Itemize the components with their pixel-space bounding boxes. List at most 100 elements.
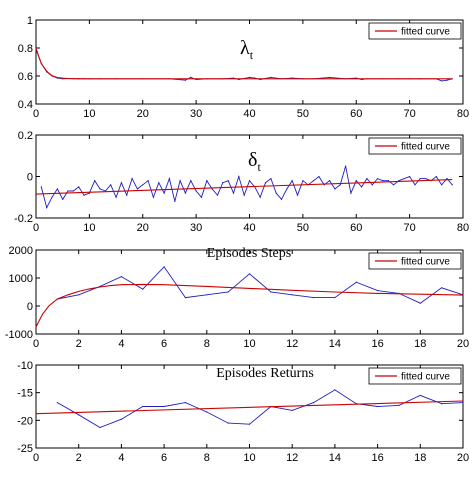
y-tick-label: 0.2 <box>18 130 33 142</box>
data-point <box>136 188 139 190</box>
data-point <box>446 79 448 81</box>
data-point <box>238 175 240 178</box>
data-point <box>312 402 315 404</box>
data-point <box>312 297 315 299</box>
legend-label: fitted curve <box>401 257 450 268</box>
data-point <box>126 194 128 196</box>
data-point <box>435 175 437 178</box>
data-point <box>291 409 293 411</box>
x-tick-label: 10 <box>243 452 255 464</box>
data-point <box>142 184 144 186</box>
y-tick-label: 2000 <box>9 245 33 257</box>
y-tick-label: 0.8 <box>18 43 33 55</box>
data-series-line <box>57 389 464 428</box>
data-point <box>67 190 69 192</box>
legend: fitted curve <box>368 137 462 155</box>
x-tick-label: 14 <box>329 452 341 464</box>
plot-title: λt <box>240 37 254 62</box>
x-tick-label: 18 <box>414 338 426 350</box>
data-point <box>377 177 379 180</box>
data-point <box>147 180 149 182</box>
fitted-curve-line <box>35 47 453 80</box>
plot-title-subscript: t <box>250 48 254 62</box>
y-tick-label: 0.4 <box>18 99 33 111</box>
data-point <box>131 177 133 180</box>
y-tick-label: -0.2 <box>14 213 33 225</box>
fitted-curve-line <box>35 179 453 195</box>
data-point <box>190 180 192 182</box>
legend-box <box>368 22 462 40</box>
x-tick-label: 6 <box>161 338 167 350</box>
data-point <box>446 177 448 180</box>
data-point <box>441 184 443 186</box>
data-point <box>328 76 331 78</box>
data-point <box>334 188 336 190</box>
x-tick-label: 10 <box>83 222 95 234</box>
x-tick-label: 50 <box>297 108 309 120</box>
data-point <box>328 180 331 182</box>
data-point <box>355 281 357 283</box>
data-point <box>409 175 411 178</box>
x-tick-label: 30 <box>190 108 202 120</box>
x-tick-label: 50 <box>297 222 309 234</box>
legend: fitted curve <box>368 252 462 270</box>
x-tick-label: 6 <box>161 452 167 464</box>
data-point <box>174 200 176 202</box>
x-tick-label: 12 <box>286 452 298 464</box>
subplot-4: 0 2 4 6 8 10 12 14 16 18 20 -25 -20 -15 -10 Episodes Re… <box>17 360 469 464</box>
x-tick-label: 70 <box>404 222 416 234</box>
x-tick-label: 8 <box>204 452 210 464</box>
x-tick-label: 0 <box>33 452 39 464</box>
data-point <box>248 76 251 78</box>
data-point <box>419 177 421 180</box>
data-point <box>270 291 272 293</box>
y-tick-label: 1 <box>27 15 33 27</box>
x-tick-label: 20 <box>137 108 149 120</box>
data-point <box>462 402 464 404</box>
data-point <box>227 422 229 424</box>
fitted-curve-line <box>35 400 464 415</box>
data-point <box>72 190 74 192</box>
data-point <box>280 198 283 200</box>
y-tick-label: -20 <box>17 415 33 427</box>
data-point <box>243 194 245 196</box>
x-tick-label: 40 <box>243 108 255 120</box>
data-point <box>286 188 288 190</box>
data-point <box>248 180 251 182</box>
data-point <box>377 405 379 408</box>
x-tick-label: 20 <box>457 452 469 464</box>
data-point <box>142 405 144 408</box>
data-point <box>142 288 144 290</box>
data-point <box>344 165 347 167</box>
data-point <box>312 180 315 182</box>
data-point <box>206 180 208 182</box>
data-point <box>339 184 341 186</box>
data-point <box>382 180 384 182</box>
plot-title: δt <box>248 149 261 174</box>
data-point <box>398 404 400 406</box>
y-tick-label: 0 <box>27 172 33 184</box>
data-point <box>419 394 421 397</box>
data-point <box>120 276 122 278</box>
data-point <box>158 182 160 184</box>
data-point <box>184 79 187 81</box>
data-point <box>366 177 368 180</box>
data-point <box>441 403 443 405</box>
data-point <box>302 180 304 182</box>
data-point <box>184 192 187 194</box>
x-tick-label: 70 <box>404 108 416 120</box>
data-point <box>355 180 357 182</box>
data-point <box>56 188 58 190</box>
x-tick-label: 4 <box>118 338 124 350</box>
x-tick-label: 0 <box>33 338 39 350</box>
data-point <box>190 76 192 78</box>
data-point <box>56 402 58 404</box>
data-point <box>115 196 117 198</box>
y-tick-label: 0 <box>27 301 33 313</box>
data-point <box>163 266 165 268</box>
y-tick-label: -10 <box>17 360 33 372</box>
data-point <box>222 182 224 184</box>
